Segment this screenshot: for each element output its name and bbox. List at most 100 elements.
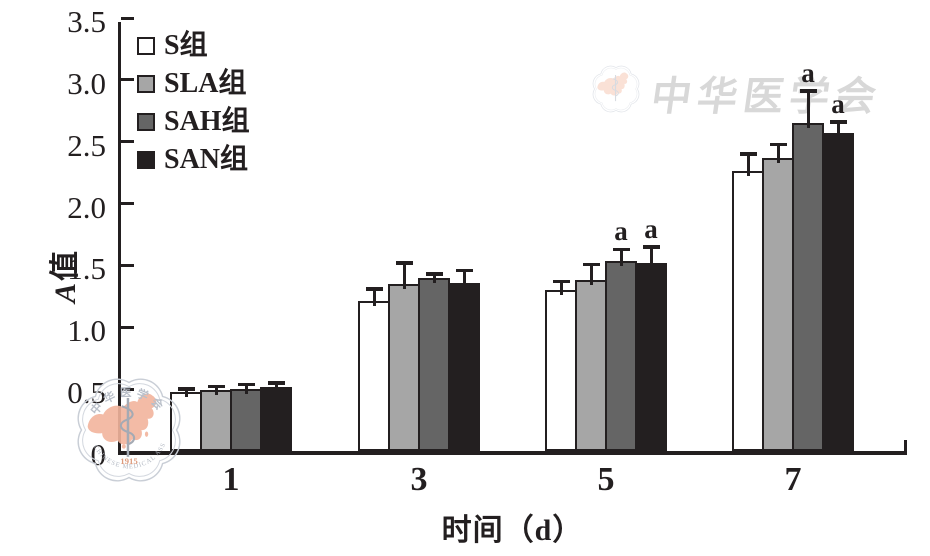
error-bar-cap	[612, 247, 630, 252]
snake-icon	[119, 405, 136, 446]
bar-SAH组-7	[792, 123, 824, 451]
y-tick-mark	[121, 202, 134, 206]
bar-SAN组-5	[635, 263, 667, 451]
error-bar-SLA组-7	[776, 143, 780, 163]
bar-SAH组-3	[418, 277, 450, 451]
seal-ring-outer	[77, 378, 181, 482]
x-tick-label: 3	[410, 461, 428, 498]
seal-ring-inner	[82, 383, 176, 477]
error-bar-cap	[207, 384, 225, 389]
bar-SAH组-5	[605, 260, 637, 451]
y-tick-mark	[121, 325, 134, 329]
significance-label: a	[801, 57, 815, 88]
error-bar-SAH组-1	[244, 382, 248, 395]
seal-year: 1915	[120, 456, 138, 466]
cma-seal-small-watermark	[592, 65, 640, 113]
y-tick-mark	[121, 78, 134, 82]
y-tick-label: 2.5	[67, 127, 106, 163]
error-bar-SLA组-3	[402, 261, 406, 289]
bar-SAN组-1	[260, 386, 292, 451]
bar-SAN组-7	[822, 133, 854, 451]
x-tick-label: 7	[784, 461, 802, 498]
legend-label: SAH组	[164, 106, 250, 137]
legend-item-SAH组: SAH组	[137, 107, 250, 136]
x-axis-title: 时间（d）	[441, 514, 584, 547]
legend-swatch	[137, 150, 155, 169]
y-tick-mark	[121, 387, 134, 391]
china-map-icon	[87, 393, 157, 445]
error-bar-cap	[177, 387, 195, 391]
significance-label: a	[644, 213, 658, 244]
error-bar-cap	[829, 120, 847, 124]
error-bar-cap	[769, 142, 787, 146]
error-bar-cap	[455, 268, 473, 273]
error-bar-SLA组-1	[214, 385, 218, 396]
bar-SLA组-1	[200, 390, 232, 451]
error-bar-S组-1	[184, 387, 188, 397]
legend-swatch	[137, 112, 155, 131]
cma-seal-watermark: 中华医学会 CHINESE MEDICAL ASSOCIATION 1915	[67, 368, 181, 482]
china-map-icon	[597, 72, 629, 96]
error-bar-cap	[739, 152, 757, 156]
error-bar-cap	[552, 279, 570, 284]
legend-item-SAN组: SAN组	[137, 145, 250, 174]
snake-icon	[611, 78, 619, 97]
error-bar-cap	[425, 272, 443, 276]
legend-label: SAN组	[164, 144, 249, 175]
taiwan-island	[144, 431, 149, 437]
y-tick-mark	[121, 16, 134, 20]
y-tick-label: 0.5	[67, 375, 106, 411]
y-tick-label: 1.5	[67, 251, 106, 287]
bar-SLA组-7	[762, 157, 794, 451]
error-bar-cap	[395, 261, 413, 265]
error-bar-SLA组-5	[589, 263, 593, 286]
bar-S组-3	[358, 301, 390, 451]
bar-SLA组-3	[388, 284, 420, 451]
error-bar-cap	[237, 382, 255, 386]
error-bar-SAN组-5	[649, 245, 653, 268]
legend-item-SLA组: SLA组	[137, 69, 250, 98]
bar-SAN组-3	[448, 282, 480, 451]
error-bar-SAN组-7	[836, 120, 840, 139]
legend-label: S组	[164, 30, 208, 61]
x-tick-label: 5	[597, 461, 615, 498]
error-bar-cap	[582, 262, 600, 266]
significance-label: a	[614, 216, 628, 247]
seal-ring-outer	[592, 65, 640, 113]
hainan-island	[121, 444, 126, 449]
error-bar-SAH组-3	[432, 272, 436, 283]
x-axis-end-tick	[903, 440, 907, 451]
legend-swatch	[137, 36, 155, 55]
significance-label: a	[831, 88, 845, 119]
error-bar-cap	[642, 245, 660, 249]
legend: S组 SLA组 SAH组 SAN组	[137, 31, 250, 174]
legend-label: SLA组	[164, 68, 247, 99]
error-bar-SAH组-7	[806, 89, 810, 129]
error-bar-S组-3	[372, 287, 376, 307]
legend-swatch	[137, 74, 155, 93]
legend-item-S组: S组	[137, 31, 250, 60]
bar-S组-5	[545, 290, 577, 451]
x-tick-labels: 1 3 5 7	[121, 461, 910, 503]
error-bar-cap	[365, 287, 383, 291]
seal-ring-inner	[594, 67, 638, 111]
y-tick-label: 2.0	[67, 189, 106, 225]
error-bar-S组-7	[746, 152, 750, 177]
bar-SAH组-1	[230, 389, 262, 451]
error-bar-SAN组-1	[274, 381, 278, 392]
error-bar-SAN组-3	[462, 269, 466, 288]
error-bar-SAH组-5	[619, 248, 623, 266]
y-tick-labels: 0 0.5 1.0 1.5 2.0 2.5 3.0 3.5	[0, 5, 106, 472]
error-bar-S组-5	[559, 280, 563, 296]
bar-S组-7	[732, 171, 764, 451]
y-tick-mark	[121, 263, 134, 267]
y-tick-mark	[121, 140, 134, 144]
error-bar-cap	[799, 89, 817, 93]
x-tick-label: 1	[222, 461, 240, 498]
y-tick-label: 3.0	[67, 65, 106, 101]
y-tick-label: 1.0	[67, 313, 106, 349]
bar-SLA组-5	[575, 280, 607, 451]
y-tick-label: 3.5	[67, 4, 106, 39]
